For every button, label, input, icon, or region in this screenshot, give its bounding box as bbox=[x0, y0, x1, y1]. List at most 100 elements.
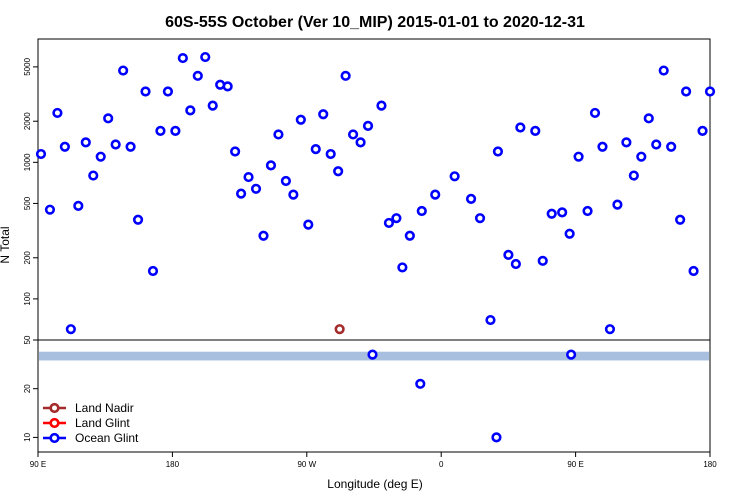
data-point bbox=[362, 120, 374, 131]
data-point bbox=[589, 107, 601, 119]
data-point bbox=[318, 109, 329, 120]
legend-item: Land Glint bbox=[43, 416, 130, 430]
data-point bbox=[491, 432, 502, 443]
data-point bbox=[485, 314, 496, 326]
data-point bbox=[688, 265, 699, 277]
data-point bbox=[207, 100, 218, 111]
x-tick-label: 90 W bbox=[297, 460, 316, 469]
upper-plot-frame bbox=[37, 38, 711, 341]
data-point bbox=[564, 228, 575, 239]
data-point bbox=[604, 324, 616, 335]
legend-marker bbox=[49, 417, 60, 429]
upper-y-axis: 50 100 200 500 1000 2000 5000 bbox=[23, 57, 38, 344]
data-point bbox=[95, 151, 106, 162]
data-point bbox=[582, 205, 593, 217]
data-point bbox=[355, 137, 366, 148]
data-point bbox=[170, 125, 181, 136]
y-tick-label: 500 bbox=[23, 196, 32, 210]
y-tick-label: 200 bbox=[23, 251, 32, 265]
lower-y-axis: 10 20 bbox=[23, 384, 38, 442]
data-point bbox=[621, 137, 632, 148]
data-point bbox=[465, 193, 477, 204]
upper-panel: 50 100 200 500 1000 2000 5000 bbox=[23, 38, 716, 344]
data-point bbox=[110, 139, 121, 150]
x-tick-label: 0 bbox=[439, 460, 444, 469]
data-point bbox=[200, 51, 211, 63]
data-point bbox=[546, 208, 557, 219]
y-axis-label: N Total bbox=[0, 226, 12, 263]
data-point bbox=[474, 213, 486, 224]
data-point bbox=[118, 65, 129, 76]
y-tick-label: 1000 bbox=[23, 153, 32, 171]
data-point bbox=[391, 213, 402, 224]
data-point bbox=[510, 258, 521, 270]
y-tick-label: 10 bbox=[23, 432, 32, 441]
data-point bbox=[185, 105, 196, 116]
data-point bbox=[449, 171, 460, 182]
data-point bbox=[628, 170, 639, 181]
data-point bbox=[636, 151, 647, 162]
data-point bbox=[80, 137, 91, 148]
data-point bbox=[65, 324, 76, 335]
legend-marker bbox=[49, 402, 60, 414]
data-point bbox=[383, 217, 395, 229]
legend-label: Land Nadir bbox=[75, 401, 134, 415]
data-point bbox=[258, 230, 269, 241]
data-point bbox=[612, 199, 623, 210]
lower-plot-frame bbox=[37, 339, 711, 453]
data-point bbox=[530, 125, 541, 136]
y-tick-label: 2000 bbox=[23, 112, 32, 130]
data-point bbox=[376, 100, 387, 111]
data-point bbox=[140, 86, 151, 97]
data-point bbox=[367, 349, 378, 360]
data-point bbox=[280, 175, 291, 187]
data-point bbox=[404, 230, 415, 241]
y-tick-label: 5000 bbox=[23, 57, 32, 75]
data-point bbox=[430, 189, 441, 200]
data-point bbox=[666, 141, 677, 152]
data-point bbox=[557, 207, 568, 218]
legend-item: Ocean Glint bbox=[43, 431, 139, 445]
lower-panel: 10 20 bbox=[23, 339, 711, 453]
data-point bbox=[192, 70, 203, 81]
x-axis-label: Longitude (deg E) bbox=[327, 477, 422, 491]
y-tick-label: 50 bbox=[23, 335, 32, 344]
data-point bbox=[697, 125, 708, 136]
data-point bbox=[303, 219, 314, 230]
x-tick-label: 90 E bbox=[30, 460, 46, 469]
data-point bbox=[704, 86, 716, 97]
legend-marker bbox=[49, 432, 60, 444]
data-point bbox=[503, 249, 514, 260]
data-point bbox=[597, 141, 608, 152]
data-point bbox=[273, 129, 284, 140]
data-point bbox=[265, 160, 277, 171]
data-point bbox=[658, 65, 669, 76]
data-point bbox=[566, 349, 577, 360]
data-point bbox=[44, 204, 56, 215]
data-point bbox=[325, 148, 336, 160]
data-point bbox=[340, 70, 351, 81]
data-point bbox=[125, 141, 136, 152]
data-point bbox=[416, 205, 427, 217]
data-point bbox=[643, 113, 654, 124]
data-point bbox=[295, 114, 306, 125]
y-tick-label: 20 bbox=[23, 384, 32, 393]
data-point bbox=[59, 141, 70, 152]
data-point bbox=[288, 189, 299, 200]
x-axis: 90 E 180 90 W 0 90 E 180 bbox=[30, 452, 717, 469]
data-point bbox=[515, 122, 526, 133]
data-point bbox=[347, 129, 359, 140]
chart-title: 60S-55S October (Ver 10_MIP) 2015-01-01 … bbox=[165, 14, 585, 31]
legend-label: Ocean Glint bbox=[75, 431, 139, 445]
upper-points bbox=[35, 51, 716, 335]
data-point bbox=[397, 262, 408, 273]
data-point bbox=[310, 143, 321, 155]
y-tick-label: 100 bbox=[23, 292, 32, 306]
data-point bbox=[243, 171, 254, 183]
data-point bbox=[88, 170, 99, 181]
data-point bbox=[162, 86, 174, 97]
data-point bbox=[250, 183, 262, 194]
x-tick-label: 90 E bbox=[567, 460, 583, 469]
data-point bbox=[235, 188, 247, 199]
